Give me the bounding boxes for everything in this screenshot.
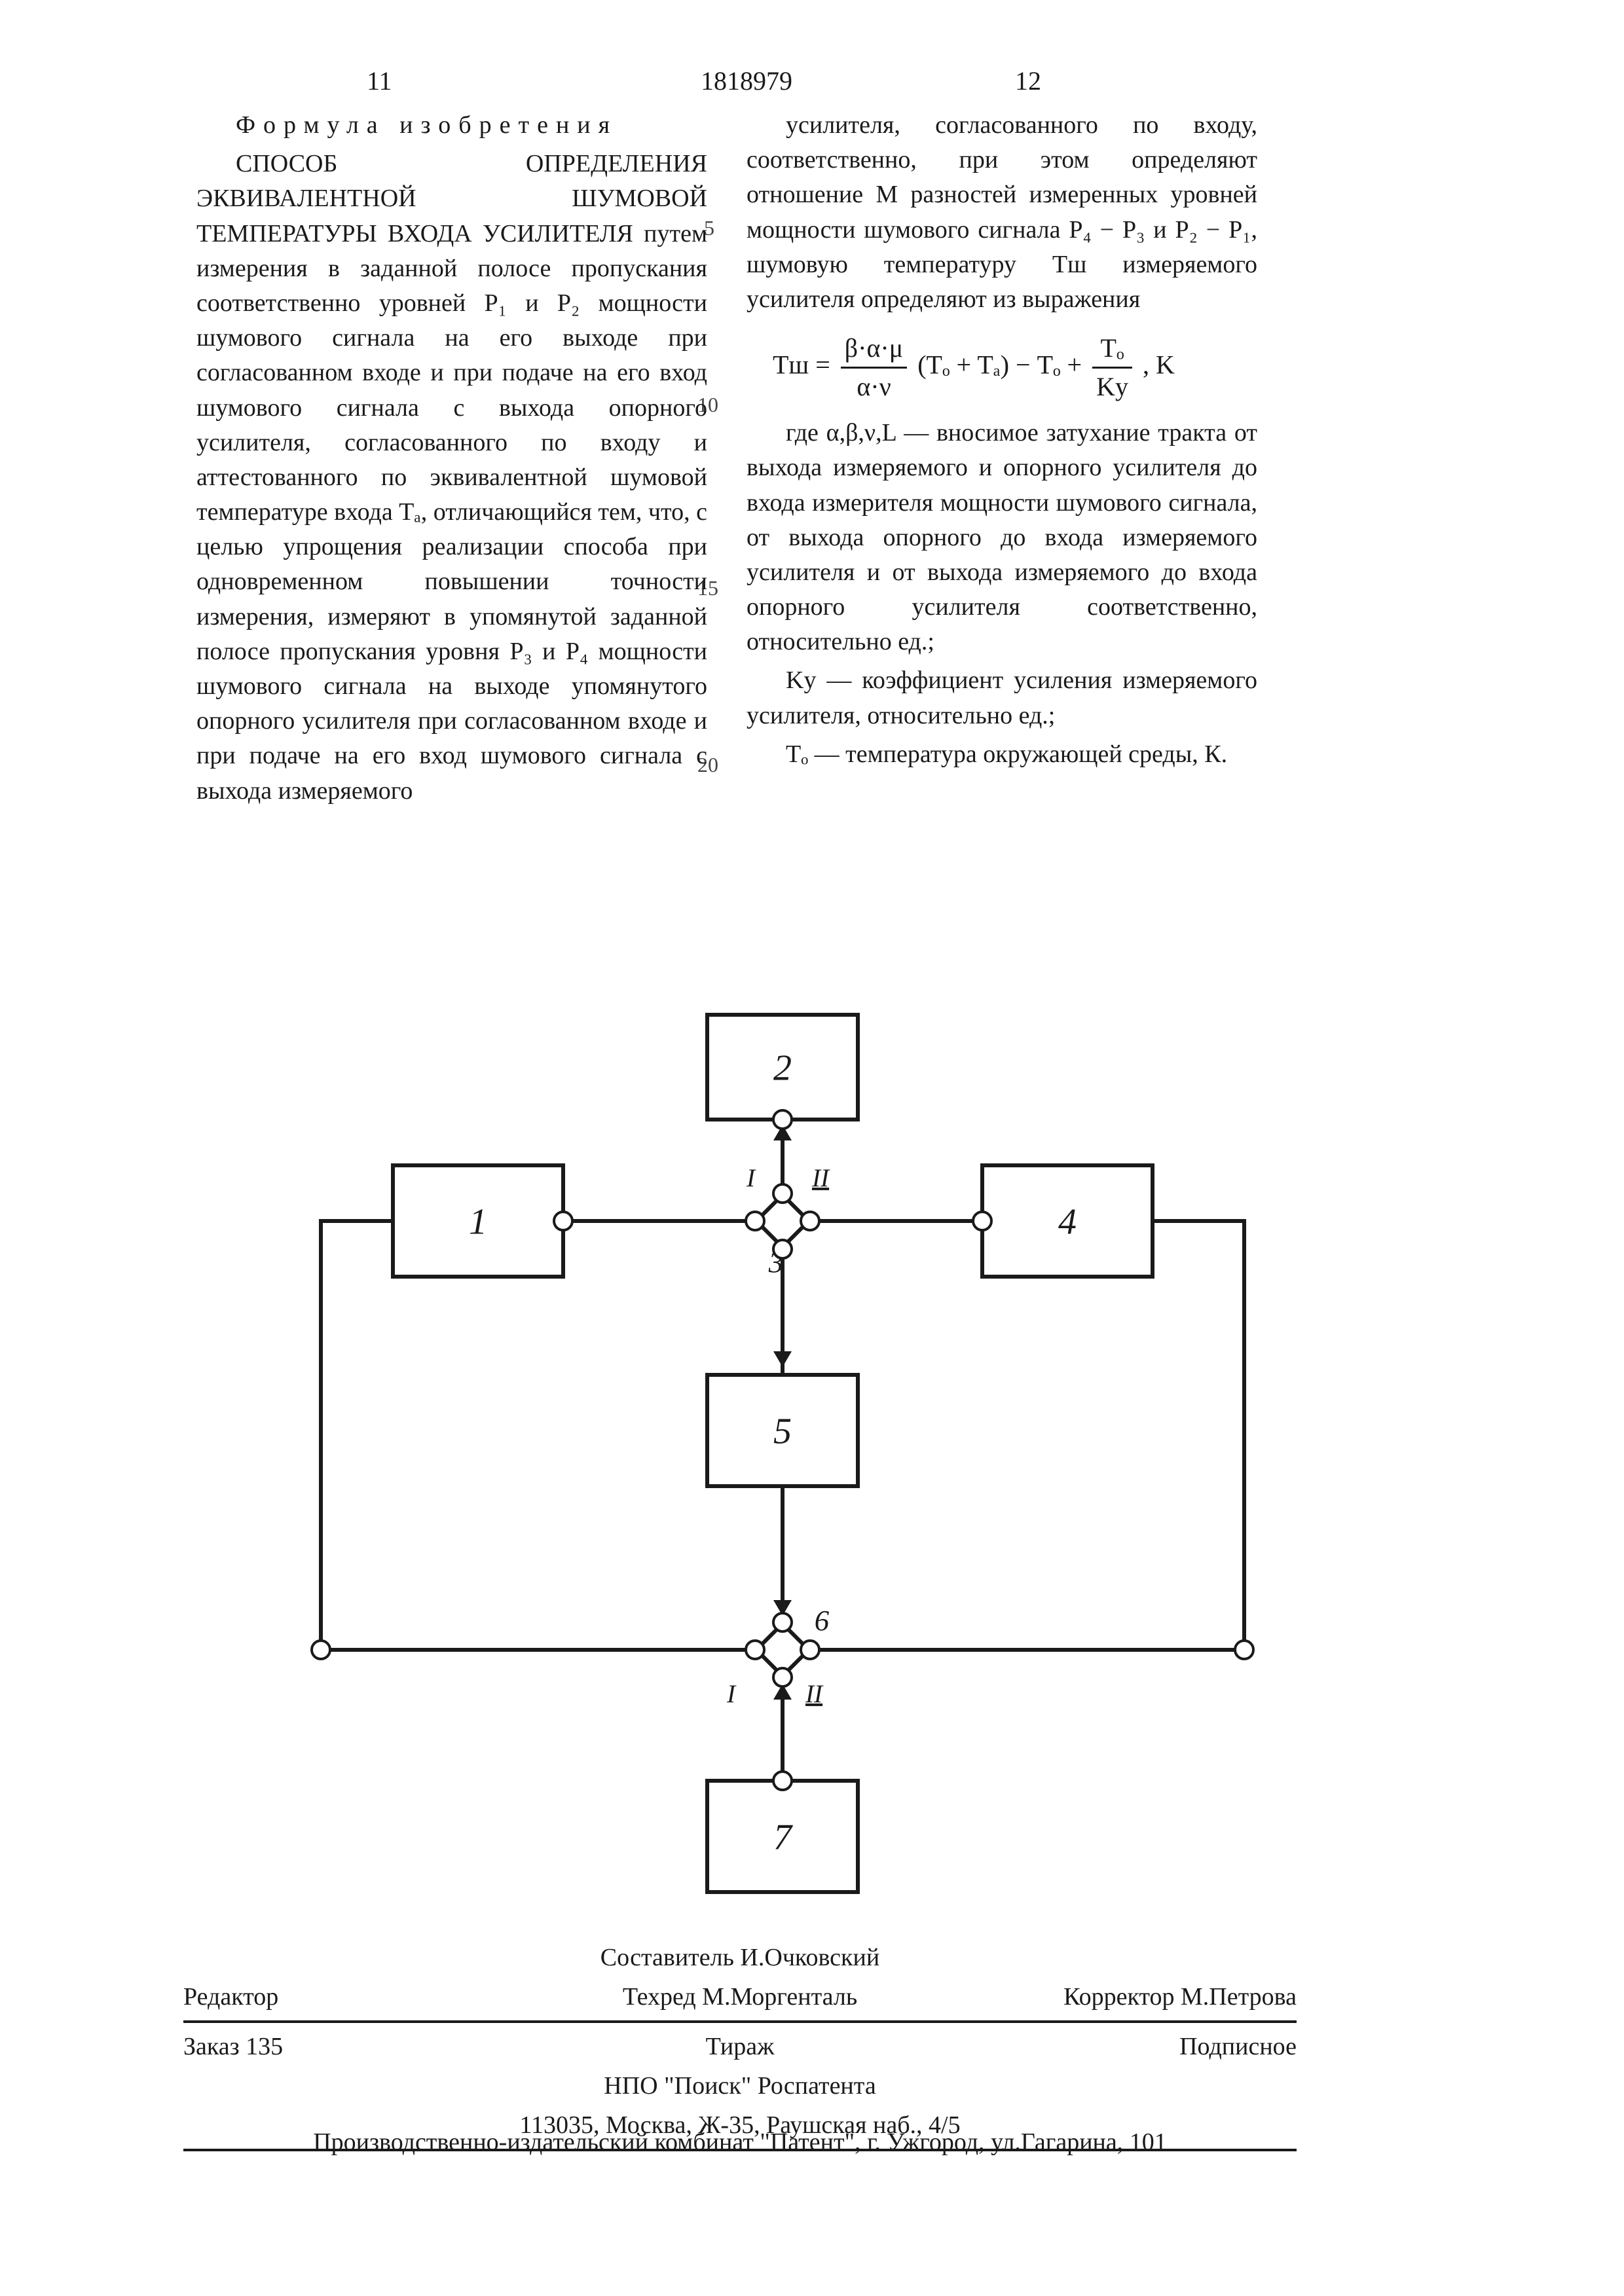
formula-lhs: Tш (773, 350, 809, 380)
where-clause: где α,β,ν,L — вносимое затухание тракта … (747, 416, 1257, 659)
left-column: Формула изобретения СПОСОБ ОПРЕДЕЛЕНИЯ Э… (196, 108, 707, 812)
svg-text:II: II (805, 1680, 824, 1708)
claims-continuation: усилителя, согласованного по входу, соот… (747, 108, 1257, 317)
claims-title: Формула изобретения (196, 108, 707, 143)
claims-body: СПОСОБ ОПРЕДЕЛЕНИЯ ЭКВИВАЛЕНТНОЙ ШУМОВОЙ… (196, 147, 707, 809)
t0-definition: Tₒ — температура окружающей среды, К. (747, 737, 1257, 772)
text-columns: Формула изобретения СПОСОБ ОПРЕДЕЛЕНИЯ Э… (196, 108, 1257, 812)
tirazh-label: Тираж (458, 2032, 1022, 2061)
svg-text:1: 1 (469, 1202, 487, 1243)
techred-credit: Техред М.Моргенталь (458, 1982, 1022, 2011)
formula-frac-2: Tₒ Kу (1092, 330, 1132, 405)
press-credit: Производственно-издательский комбинат "П… (183, 2128, 1297, 2157)
colophon: Составитель И.Очковский Редактор Техред … (183, 1938, 1297, 2155)
hr-1 (183, 2020, 1297, 2023)
formula-tail: , K (1143, 350, 1175, 380)
svg-text:I: I (746, 1164, 756, 1192)
page-number-left: 11 (367, 65, 392, 96)
block-diagram: 1245736IIIIII (223, 1008, 1323, 1912)
editor-label: Редактор (183, 1982, 458, 2011)
svg-text:I: I (726, 1680, 737, 1708)
patent-number: 1818979 (701, 65, 792, 96)
proofreader-credit: Корректор М.Петрова (1022, 1982, 1297, 2011)
page-number-right: 12 (1015, 65, 1041, 96)
org-line-1: НПО "Поиск" Роспатента (183, 2071, 1297, 2100)
formula: Tш = β·α·μ α·ν (Tₒ + Tₐ) − Tₒ + Tₒ Kу , … (773, 330, 1257, 405)
compiler-credit: Составитель И.Очковский (458, 1943, 1022, 1972)
ku-definition: Kу — коэффициент усиления измеряемого ус… (747, 663, 1257, 733)
formula-mid: (Tₒ + Tₐ) − Tₒ + (917, 350, 1082, 380)
order-number: Заказ 135 (183, 2032, 458, 2061)
svg-text:7: 7 (773, 1817, 793, 1858)
svg-text:2: 2 (773, 1048, 792, 1089)
svg-text:II: II (811, 1164, 830, 1192)
formula-frac-1: β·α·μ α·ν (841, 330, 907, 405)
subscription-label: Подписное (1022, 2032, 1297, 2061)
svg-text:6: 6 (815, 1604, 830, 1637)
svg-text:5: 5 (773, 1412, 792, 1452)
patent-page: 11 1818979 12 5 10 15 20 Формула изобрет… (0, 0, 1624, 2296)
svg-text:4: 4 (1058, 1202, 1077, 1243)
right-column: усилителя, согласованного по входу, соот… (747, 108, 1257, 812)
